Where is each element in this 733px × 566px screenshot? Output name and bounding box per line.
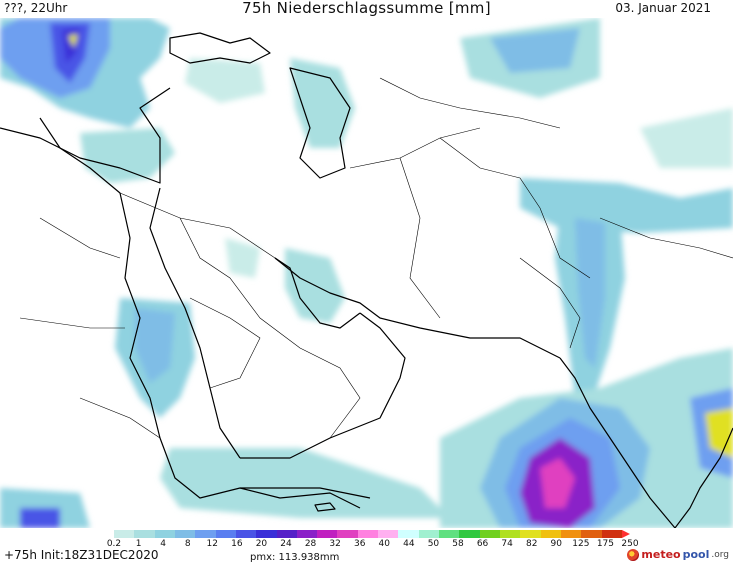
colorbar-tick-label: 50 — [427, 539, 440, 549]
colorbar-swatch — [235, 530, 257, 538]
brand-text-pool: pool — [682, 548, 710, 561]
colorbar-tick-label: 44 — [403, 539, 415, 549]
colorbar-arrow — [621, 530, 630, 538]
colorbar-swatch — [520, 530, 541, 538]
coastlines — [0, 32, 733, 528]
colorbar-swatch — [459, 530, 480, 538]
colorbar-tick-label: 0.2 — [106, 539, 122, 549]
valid-date-label: 03. Januar 2021 — [615, 1, 711, 15]
colorbar-tick-label: 58 — [452, 539, 464, 549]
colorbar-swatch — [256, 530, 277, 538]
meteopool-logo-icon — [627, 548, 640, 561]
legend: 0.2 1 4 8 12 16 20 24 28 32 36 40 44 50 58 66 74 82 90 125 1… — [0, 528, 733, 566]
colorbar — [114, 530, 630, 538]
colorbar-tick-label: 125 — [572, 539, 590, 549]
brand-text-org: .org — [711, 549, 729, 560]
init-time-label: +75h Init:18Z31DEC2020 — [4, 548, 159, 562]
colorbar-swatch — [357, 530, 379, 538]
colorbar-swatch — [296, 530, 318, 538]
colorbar-tick-label: 66 — [476, 539, 489, 549]
colorbar-tick-label: 32 — [329, 539, 341, 549]
colorbar-swatch — [560, 530, 582, 538]
colorbar-swatch — [174, 530, 196, 538]
colorbar-tick-label: 82 — [525, 539, 538, 549]
colorbar-swatch — [439, 530, 460, 538]
colorbar-tick-label: 175 — [596, 539, 615, 549]
colorbar-swatch — [215, 530, 236, 538]
country-borders — [19, 77, 733, 439]
colorbar-swatch — [154, 530, 175, 538]
colorbar-ticks: 0.2 1 4 8 12 16 20 24 28 32 36 40 44 50 58 66 74 82 90 125 1… — [106, 539, 639, 551]
colorbar-swatch — [398, 530, 419, 538]
colorbar-swatch — [601, 530, 622, 538]
colorbar-swatch — [540, 530, 561, 538]
colorbar-swatch — [479, 530, 500, 538]
colorbar-tick-label: 90 — [550, 539, 563, 549]
brand-text-meteo: meteo — [641, 548, 681, 561]
colorbar-swatch — [378, 530, 399, 538]
precipitation-field — [0, 18, 733, 528]
colorbar-tick-label: 12 — [206, 539, 219, 549]
colorbar-swatch — [317, 530, 338, 538]
colorbar-tick-label: 40 — [378, 539, 391, 549]
colorbar-tick-label: 4 — [160, 539, 167, 549]
colorbar-tick-label: 8 — [184, 539, 191, 549]
colorbar-tick-label: 36 — [353, 539, 366, 549]
colorbar-swatch — [134, 530, 155, 538]
valid-time-label: ???, 22Uhr — [4, 1, 68, 15]
colorbar-tick-label: 250 — [621, 539, 639, 549]
map-header: ???, 22Uhr 75h Niederschlagssumme [mm] 0… — [0, 0, 733, 18]
colorbar-swatch — [114, 530, 135, 538]
colorbar-swatch — [337, 530, 358, 538]
colorbar-tick-label: 74 — [501, 539, 513, 549]
colorbar-tick-label: 24 — [280, 539, 292, 549]
colorbar-tick-label: 28 — [304, 539, 317, 549]
colorbar-swatch — [418, 530, 439, 538]
colorbar-swatch — [195, 530, 216, 538]
colorbar-tick-label: 16 — [231, 539, 243, 549]
map-title: 75h Niederschlagssumme [mm] — [242, 0, 491, 17]
brand-logo[interactable]: meteo pool .org — [627, 548, 729, 561]
colorbar-tick-label: 20 — [255, 539, 268, 549]
colorbar-tick-label: 1 — [135, 539, 142, 549]
pmax-label: pmx: 113.938mm — [250, 552, 340, 563]
precipitation-map — [0, 18, 733, 528]
colorbar-swatch — [276, 530, 297, 538]
colorbar-swatch — [499, 530, 521, 538]
colorbar-swatch — [581, 530, 602, 538]
